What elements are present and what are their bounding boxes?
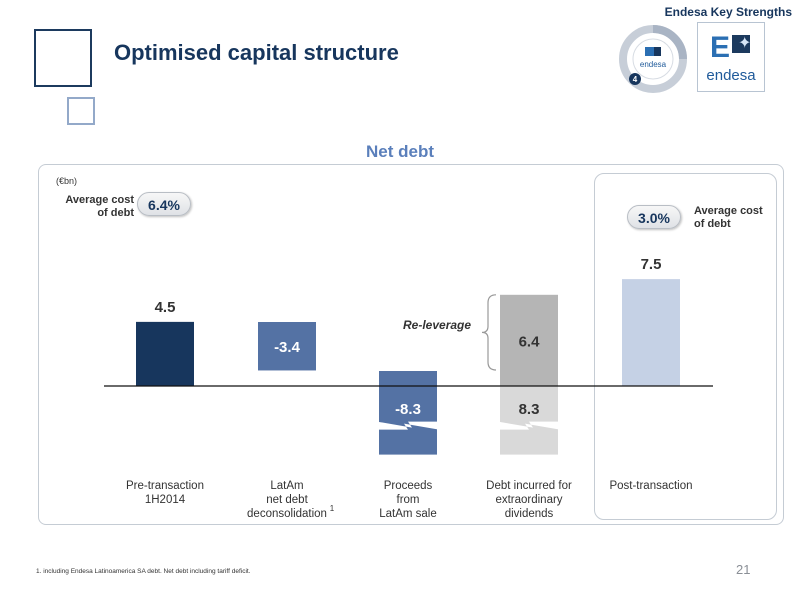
average-cost-before-badge: 6.4% bbox=[137, 192, 191, 216]
strengths-cycle-logo: endesa 4 bbox=[618, 25, 688, 93]
chart-panel bbox=[38, 164, 784, 525]
page-title: Optimised capital structure bbox=[114, 40, 399, 65]
cycle-logo-text: endesa bbox=[640, 60, 667, 69]
category-label: LatAm bbox=[270, 480, 303, 492]
releverage-label: Re-leverage bbox=[403, 318, 472, 332]
chart-title: Net debt bbox=[366, 142, 434, 161]
axis-break-icon bbox=[498, 421, 560, 430]
average-cost-label-after: Average cost of debt bbox=[694, 205, 763, 230]
bar-proceeds-latam-sale bbox=[379, 371, 437, 455]
category-label: LatAm sale bbox=[379, 508, 437, 520]
cycle-step-number: 4 bbox=[633, 75, 638, 84]
bar-value-label: 7.5 bbox=[641, 256, 662, 273]
bar-latam-deconsolidation bbox=[258, 322, 316, 371]
decorative-square-small bbox=[67, 97, 95, 125]
category-label: extraordinary bbox=[495, 494, 562, 506]
decorative-square-large bbox=[34, 29, 92, 87]
category-label: Debt incurred for bbox=[486, 480, 572, 492]
releverage-brace bbox=[481, 294, 497, 371]
category-label: net debt bbox=[266, 494, 308, 506]
bar-pre-transaction bbox=[136, 321, 194, 386]
category-label: deconsolidation bbox=[247, 508, 327, 520]
footnote-marker: 1 bbox=[330, 504, 335, 513]
category-label: dividends bbox=[505, 508, 554, 520]
bar-post-transaction bbox=[622, 279, 680, 386]
category-label: Proceeds bbox=[384, 480, 433, 492]
page-number: 21 bbox=[736, 562, 751, 577]
post-transaction-highlight bbox=[594, 173, 777, 520]
footnote: 1. including Endesa Latinoamerica SA deb… bbox=[36, 568, 251, 575]
section-tag: Endesa Key Strengths bbox=[664, 5, 792, 19]
bar-dividends-below-zero bbox=[500, 386, 558, 455]
unit-label: (€bn) bbox=[56, 176, 78, 186]
category-label: Post-transaction bbox=[609, 480, 692, 492]
bar-value-label: -8.3 bbox=[395, 401, 421, 418]
logo-wordmark: endesa bbox=[706, 67, 756, 84]
logo-mark-icon: E bbox=[710, 31, 731, 64]
bar-dividends-above-zero bbox=[500, 294, 558, 386]
category-label: 1H2014 bbox=[145, 494, 186, 506]
bar-value-label: -3.4 bbox=[274, 339, 301, 356]
axis-break-icon bbox=[377, 421, 439, 430]
average-cost-label-before: Average cost of debt bbox=[65, 194, 134, 219]
average-cost-after-badge: 3.0% bbox=[627, 205, 681, 229]
bar-dividends-below-zero-label: 8.3 bbox=[519, 401, 540, 418]
bar-value-label: 4.5 bbox=[155, 299, 176, 316]
endesa-logo: E ✦ endesa bbox=[697, 22, 765, 92]
bar-dividends-above-zero-label: 6.4 bbox=[519, 333, 541, 350]
category-label: from bbox=[397, 494, 420, 506]
category-label: Pre-transaction bbox=[126, 480, 204, 492]
